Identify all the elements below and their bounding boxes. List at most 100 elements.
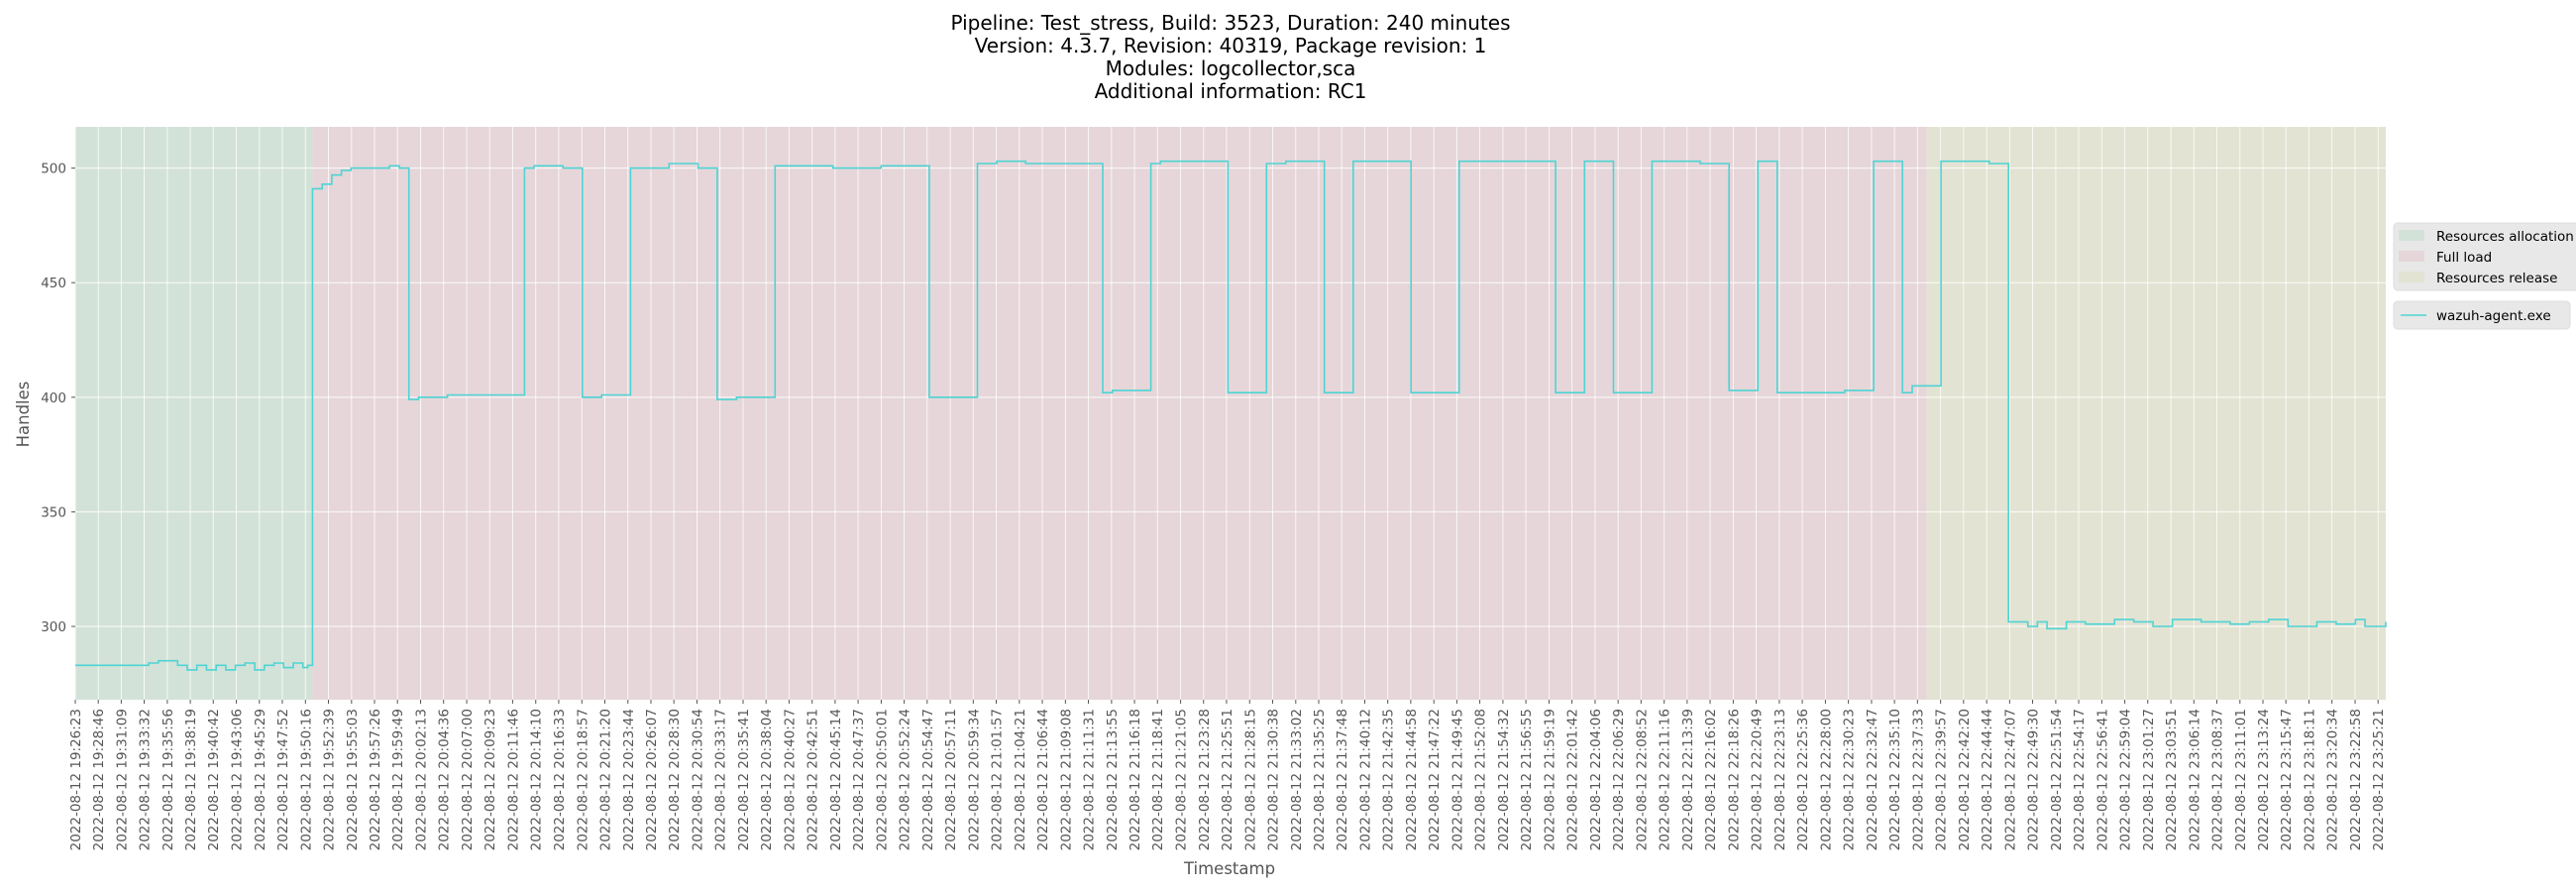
x-tick-label: 2022-08-12 22:59:04 [2118, 709, 2134, 850]
x-tick-label: 2022-08-12 19:33:32 [138, 709, 154, 850]
phase-band-full-load [312, 127, 1927, 700]
x-tick-label: 2022-08-12 22:47:07 [2002, 709, 2018, 850]
x-tick-label: 2022-08-12 22:18:26 [1726, 709, 1742, 850]
x-tick-label: 2022-08-12 22:39:57 [1934, 709, 1950, 850]
x-tick-label: 2022-08-12 21:01:57 [989, 709, 1005, 850]
x-tick-label: 2022-08-12 20:30:54 [690, 709, 705, 850]
x-tick-label: 2022-08-12 21:37:48 [1335, 709, 1350, 850]
title-line-2: Version: 4.3.7, Revision: 40319, Package… [975, 34, 1487, 57]
x-tick-label: 2022-08-12 20:50:01 [874, 709, 890, 850]
x-tick-label: 2022-08-12 22:51:54 [2049, 709, 2065, 850]
x-tick-label: 2022-08-12 20:16:33 [552, 709, 568, 850]
x-tick-label: 2022-08-12 23:03:51 [2164, 709, 2180, 850]
x-tick-label: 2022-08-12 21:35:25 [1312, 709, 1328, 850]
x-tick-label: 2022-08-12 20:52:24 [898, 709, 913, 850]
x-tick-label: 2022-08-12 20:42:51 [805, 709, 821, 850]
x-tick-label: 2022-08-12 22:11:16 [1658, 709, 1673, 850]
x-tick-label: 2022-08-12 20:18:57 [575, 709, 590, 850]
title-line-4: Additional information: RC1 [1095, 79, 1367, 103]
y-axis-ticks: 300 350 400 450 500 [41, 162, 75, 635]
legend: Resources allocation Full load Resources… [2393, 222, 2576, 330]
x-tick-label: 2022-08-12 20:09:23 [483, 709, 498, 850]
legend-label-wazuh-agent: wazuh-agent.exe [2436, 308, 2551, 324]
x-tick-label: 2022-08-12 22:42:20 [1957, 709, 1973, 850]
x-tick-label: 2022-08-12 20:21:20 [597, 709, 613, 850]
legend-series-box [2393, 300, 2571, 330]
y-tick-label: 500 [41, 162, 66, 177]
x-tick-label: 2022-08-12 21:49:45 [1449, 709, 1465, 850]
x-tick-label: 2022-08-12 20:45:14 [828, 709, 844, 850]
x-tick-label: 2022-08-12 22:49:30 [2026, 709, 2042, 850]
x-tick-label: 2022-08-12 21:47:22 [1427, 709, 1443, 850]
x-tick-label: 2022-08-12 22:30:23 [1842, 709, 1858, 850]
x-tick-label: 2022-08-12 21:18:41 [1150, 709, 1166, 850]
x-tick-label: 2022-08-12 19:55:03 [345, 709, 361, 850]
y-axis-label: Handles [14, 382, 33, 448]
grid [74, 127, 2386, 700]
x-tick-label: 2022-08-12 20:23:44 [621, 709, 637, 850]
series-layer [75, 160, 2387, 671]
phase-band-resources-release [1926, 127, 2386, 700]
x-tick-label: 2022-08-12 21:54:32 [1496, 709, 1512, 850]
legend-swatch-resources-release [2399, 272, 2424, 282]
x-tick-label: 2022-08-12 21:28:15 [1242, 709, 1258, 850]
x-tick-label: 2022-08-12 22:13:39 [1680, 709, 1696, 850]
x-tick-label: 2022-08-12 19:43:06 [230, 709, 246, 850]
x-tick-label: 2022-08-12 20:28:30 [667, 709, 683, 850]
x-tick-label: 2022-08-12 23:25:21 [2371, 709, 2387, 850]
x-tick-label: 2022-08-12 21:44:58 [1404, 709, 1420, 850]
x-tick-label: 2022-08-12 22:01:42 [1565, 709, 1581, 850]
x-tick-label: 2022-08-12 21:40:12 [1358, 709, 1374, 850]
x-tick-label: 2022-08-12 20:40:27 [782, 709, 798, 850]
x-tick-label: 2022-08-12 21:21:05 [1174, 709, 1190, 850]
x-tick-label: 2022-08-12 23:01:27 [2141, 709, 2157, 850]
x-tick-label: 2022-08-12 22:20:49 [1750, 709, 1766, 850]
x-tick-label: 2022-08-12 22:04:06 [1588, 709, 1604, 850]
x-tick-label: 2022-08-12 23:22:58 [2348, 709, 2364, 850]
x-tick-label: 2022-08-12 20:47:37 [851, 709, 867, 850]
x-tick-label: 2022-08-12 23:20:34 [2325, 709, 2341, 850]
x-tick-label: 2022-08-12 20:35:41 [736, 709, 752, 850]
x-axis-label: Timestamp [1183, 859, 1275, 878]
x-tick-label: 2022-08-12 22:08:52 [1634, 709, 1650, 850]
x-tick-label: 2022-08-12 23:15:47 [2279, 709, 2295, 850]
x-tick-label: 2022-08-12 21:16:18 [1127, 709, 1143, 850]
x-tick-label: 2022-08-12 21:23:28 [1197, 709, 1213, 850]
x-tick-label: 2022-08-12 20:33:17 [713, 709, 729, 850]
phase-bands [75, 127, 2386, 700]
legend-label-resources-release: Resources release [2436, 271, 2557, 286]
legend-label-resources-allocation: Resources allocation [2436, 229, 2574, 245]
x-tick-label: 2022-08-12 23:13:24 [2256, 709, 2272, 850]
chart-title: Pipeline: Test_stress, Build: 3523, Dura… [950, 11, 1510, 103]
x-tick-label: 2022-08-12 22:32:47 [1865, 709, 1880, 850]
x-tick-label: 2022-08-12 19:40:42 [206, 709, 222, 850]
x-tick-label: 2022-08-12 20:59:34 [966, 709, 982, 850]
x-tick-label: 2022-08-12 22:54:17 [2072, 709, 2088, 850]
x-tick-label: 2022-08-12 20:07:00 [460, 709, 476, 850]
x-tick-label: 2022-08-12 19:52:39 [321, 709, 337, 850]
x-tick-label: 2022-08-12 22:56:41 [2094, 709, 2110, 850]
x-tick-label: 2022-08-12 22:35:10 [1887, 709, 1903, 850]
x-tick-label: 2022-08-12 20:57:11 [943, 709, 959, 850]
x-tick-label: 2022-08-12 20:11:46 [505, 709, 521, 850]
x-tick-label: 2022-08-12 21:06:44 [1035, 709, 1051, 850]
x-tick-label: 2022-08-12 19:45:29 [253, 709, 268, 850]
x-tick-label: 2022-08-12 20:38:04 [759, 709, 775, 850]
legend-phase-box [2393, 222, 2576, 291]
x-tick-label: 2022-08-12 19:47:52 [275, 709, 291, 850]
x-tick-label: 2022-08-12 22:16:02 [1703, 709, 1719, 850]
x-tick-label: 2022-08-12 22:37:33 [1910, 709, 1926, 850]
x-tick-label: 2022-08-12 21:09:08 [1058, 709, 1074, 850]
x-tick-label: 2022-08-12 19:50:16 [298, 709, 314, 850]
x-tick-label: 2022-08-12 20:26:07 [644, 709, 660, 850]
y-tick-label: 450 [41, 276, 66, 291]
x-tick-label: 2022-08-12 21:33:02 [1289, 709, 1305, 850]
x-tick-label: 2022-08-12 22:25:36 [1795, 709, 1811, 850]
x-tick-label: 2022-08-12 23:11:01 [2233, 709, 2249, 850]
legend-swatch-resources-allocation [2399, 230, 2424, 241]
x-tick-label: 2022-08-12 22:44:44 [1980, 709, 1995, 850]
x-tick-label: 2022-08-12 23:18:11 [2303, 709, 2318, 850]
x-tick-label: 2022-08-12 21:11:31 [1082, 709, 1098, 850]
title-line-3: Modules: logcollector,sca [1106, 56, 1356, 80]
x-tick-label: 2022-08-12 21:59:19 [1542, 709, 1557, 850]
